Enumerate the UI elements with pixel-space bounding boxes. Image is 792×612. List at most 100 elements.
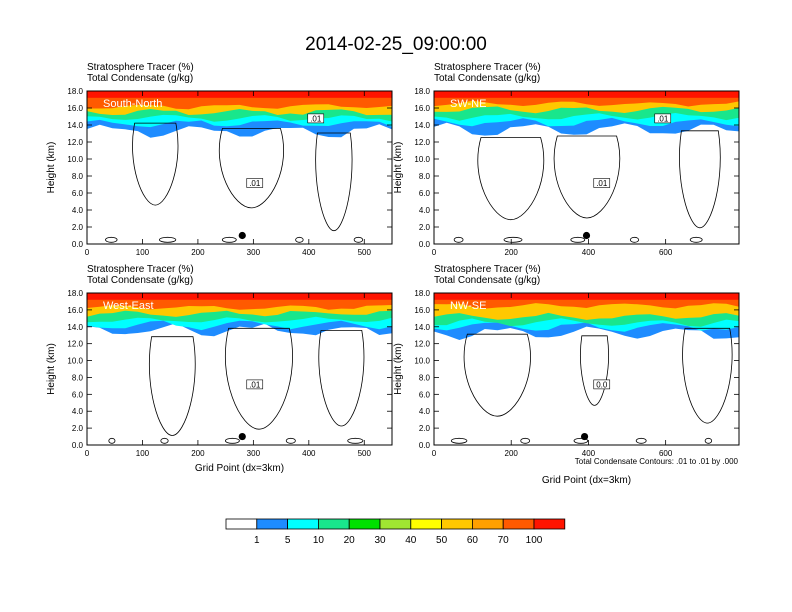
x-axis-label: Grid Point (dx=3km)	[542, 475, 631, 486]
cross-section-label: SW-NE	[450, 98, 486, 110]
y-tick-label: 0.0	[419, 240, 431, 249]
x-tick-label: 0	[432, 248, 437, 257]
y-tick-label: 12.0	[414, 340, 430, 349]
contour-line	[148, 336, 196, 436]
y-tick-label: 16.0	[414, 104, 430, 113]
y-axis-label: Height (km)	[46, 343, 57, 395]
colorbar-label: 10	[313, 535, 325, 546]
contour-line	[224, 327, 293, 430]
panel-west-east: Stratosphere Tracer (%)Total Condensate …	[46, 264, 393, 474]
x-tick-label: 200	[505, 449, 519, 458]
contour-line	[159, 236, 177, 243]
y-tick-label: 6.0	[72, 390, 84, 399]
contour-line	[315, 132, 353, 232]
plot-frame	[86, 90, 393, 245]
colorbar-swatch	[410, 518, 442, 530]
tracer-top-band	[87, 293, 392, 300]
x-tick-label: 400	[302, 449, 316, 458]
y-axis-label: Height (km)	[393, 142, 404, 194]
contour-line	[580, 335, 609, 406]
condensate-field-label: Total Condensate (g/kg)	[434, 275, 540, 286]
contour-line	[704, 437, 713, 444]
contour-line	[629, 236, 640, 243]
colorbar-swatch	[317, 518, 350, 530]
colorbar-label: 40	[405, 535, 417, 546]
contour-line	[453, 236, 464, 243]
contour-line	[635, 437, 647, 444]
x-tick-label: 400	[302, 248, 316, 257]
contour-label: .01	[249, 380, 261, 389]
contour-label-box	[593, 178, 611, 188]
contour-line	[450, 437, 468, 444]
y-tick-label: 18.0	[414, 289, 430, 298]
x-axis-label: Grid Point (dx=3km)	[195, 463, 284, 474]
x-tick-label: 200	[191, 449, 205, 458]
y-tick-label: 16.0	[414, 306, 430, 315]
y-tick-label: 10.0	[67, 357, 83, 366]
y-axis-label: Height (km)	[46, 142, 57, 194]
contour-label-box	[307, 113, 325, 124]
y-tick-label: 14.0	[67, 323, 83, 332]
contour-line	[573, 437, 589, 444]
y-tick-label: 18.0	[67, 87, 83, 96]
colorbar-swatch	[441, 518, 473, 530]
x-tick-label: 600	[659, 248, 673, 257]
colorbar-swatch	[225, 518, 258, 530]
y-tick-label: 6.0	[419, 189, 431, 198]
y-tick-label: 16.0	[67, 104, 83, 113]
contour-label: .01	[657, 114, 669, 123]
y-tick-label: 18.0	[414, 87, 430, 96]
y-tick-label: 6.0	[72, 189, 84, 198]
y-tick-label: 12.0	[67, 340, 83, 349]
x-tick-label: 400	[582, 449, 596, 458]
condensate-contours	[453, 130, 721, 243]
contour-line	[503, 236, 523, 243]
contour-line	[221, 236, 237, 243]
y-tick-label: 0.0	[72, 240, 84, 249]
y-tick-label: 14.0	[414, 323, 430, 332]
x-tick-label: 600	[659, 449, 673, 458]
contour-line	[463, 333, 531, 417]
y-tick-label: 10.0	[67, 155, 83, 164]
location-marker	[582, 231, 591, 240]
tracer-top-band	[87, 91, 392, 98]
x-tick-label: 0	[85, 248, 90, 257]
colorbar-label: 1	[254, 535, 260, 546]
colorbar-swatch	[533, 518, 566, 530]
contour-line	[318, 330, 365, 427]
y-tick-label: 4.0	[419, 407, 431, 416]
location-marker	[238, 231, 246, 240]
contour-line	[689, 236, 703, 243]
y-tick-label: 0.0	[72, 441, 84, 450]
tracer-top-band	[434, 293, 739, 300]
y-tick-label: 12.0	[414, 138, 430, 147]
y-tick-label: 14.0	[414, 121, 430, 130]
colorbar-label: 20	[344, 535, 356, 546]
y-tick-label: 18.0	[67, 289, 83, 298]
x-tick-label: 0	[85, 449, 90, 458]
tracer-field-label: Stratosphere Tracer (%)	[87, 62, 194, 73]
contour-note: Total Condensate Contours: .01 to .01 by…	[575, 457, 739, 466]
contour-line	[132, 122, 179, 206]
contour-line	[295, 236, 304, 243]
colorbar-label: 100	[526, 535, 543, 546]
contour-line	[218, 128, 285, 209]
y-tick-label: 4.0	[72, 206, 84, 215]
condensate-contours	[108, 327, 365, 444]
plot-frame	[86, 292, 393, 446]
contour-line	[520, 437, 531, 444]
cross-section-label: NW-SE	[450, 300, 486, 312]
colorbar-swatch	[256, 518, 288, 530]
y-tick-label: 16.0	[67, 306, 83, 315]
contour-label: .01	[310, 114, 322, 123]
contour-line	[477, 137, 545, 221]
plot-frame	[433, 90, 740, 245]
colorbar: 1 5 10 20 30 40 50 60 70 100	[225, 518, 566, 546]
condensate-contours	[450, 327, 733, 444]
tracer-field-label: Stratosphere Tracer (%)	[87, 264, 194, 275]
y-tick-label: 4.0	[72, 407, 84, 416]
y-tick-label: 0.0	[419, 441, 431, 450]
x-tick-label: 500	[358, 449, 372, 458]
x-tick-label: 500	[358, 248, 372, 257]
